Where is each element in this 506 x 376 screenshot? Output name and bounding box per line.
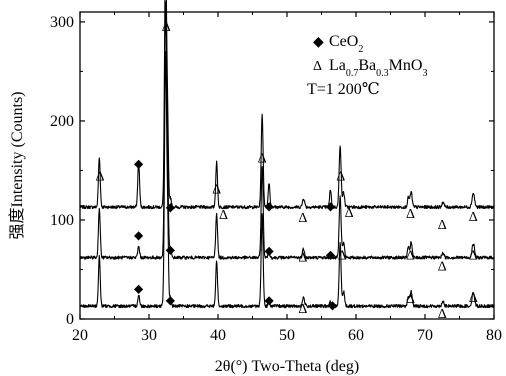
ceo2-peak-marker: ◆ [134,157,144,171]
legend-label: CeO2 [329,33,363,55]
lbmo-peak-marker: Δ [219,208,228,223]
x-tick-label: 40 [210,327,226,344]
legend-label: T=1 200℃ [307,81,380,98]
legend-label: La0.7Ba0.3MnO3 [329,57,427,79]
lbmo-peak-marker: Δ [406,249,415,264]
lbmo-peak-marker: Δ [438,260,447,275]
x-tick-label: 80 [486,327,502,344]
x-tick-label: 30 [141,327,157,344]
ceo2-peak-marker: ◆ [328,298,338,312]
x-tick-label: 20 [72,327,88,344]
lbmo-peak-marker: Δ [469,291,478,306]
x-axis-label: 2θ(°) Two-Theta (deg) [215,358,359,375]
lbmo-peak-marker: Δ [258,152,267,167]
lbmo-peak-marker: Δ [438,307,447,322]
legend-marker: Δ [313,59,322,74]
ceo2-peak-marker: ◆ [166,200,176,214]
y-axis-label: 强度Intensity (Counts) [8,92,26,240]
y-tick-label: 0 [66,311,74,328]
y-tick-label: 200 [50,113,74,130]
lbmo-peak-marker: Δ [469,210,478,225]
lbmo-peak-marker: Δ [212,182,221,197]
y-tick-label: 100 [50,212,74,229]
y-tick-label: 300 [50,14,74,31]
ceo2-peak-marker: ◆ [264,293,274,307]
xrd-pattern-line-1 [79,0,495,210]
xrd-pattern-line-2 [79,1,495,260]
ceo2-peak-marker: ◆ [326,248,336,262]
lbmo-peak-marker: Δ [338,249,347,264]
ceo2-peak-marker: ◆ [134,228,144,242]
ceo2-peak-marker: ◆ [326,199,336,213]
ceo2-peak-marker: ◆ [166,293,176,307]
lbmo-peak-marker: Δ [298,251,307,266]
legend: ◆ CeO2 Δ La0.7Ba0.3MnO3 T=1 200℃ [307,33,427,98]
xrd-pattern-line-3 [79,50,495,309]
x-tick-label: 60 [348,327,364,344]
lbmo-peak-marker: Δ [96,169,105,184]
lbmo-peak-marker: Δ [162,20,171,35]
lbmo-peak-marker: Δ [298,211,307,226]
plot-area-frame [79,11,495,320]
legend-marker: ◆ [313,35,324,50]
lbmo-peak-marker: Δ [345,206,354,221]
ceo2-peak-marker: ◆ [166,243,176,257]
ceo2-peak-marker: ◆ [264,199,274,213]
lbmo-peak-marker: Δ [469,249,478,264]
x-tick-label: 50 [279,327,295,344]
lbmo-peak-marker: Δ [298,302,307,317]
lbmo-peak-marker: Δ [438,218,447,233]
xrd-patterns [79,0,495,309]
lbmo-peak-marker: Δ [406,207,415,222]
lbmo-peak-marker: Δ [336,169,345,184]
lbmo-peak-marker: Δ [406,292,415,307]
ceo2-peak-marker: ◆ [134,281,144,295]
x-tick-label: 70 [417,327,433,344]
axis-ticks: 20 30 40 50 60 70 80 0 100 200 300 [50,12,502,344]
peak-markers: Δ◆Δ◆ΔΔΔ◆Δ◆ΔΔ ΔΔΔ◆◆ ◆ Δ ◆ Δ ΔΔΔ◆◆ ◆Δ ◆ ΔΔΔ [96,20,478,322]
ceo2-peak-marker: ◆ [264,244,274,258]
